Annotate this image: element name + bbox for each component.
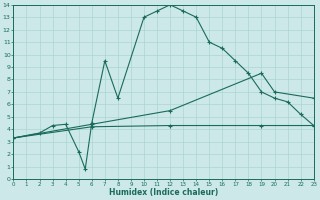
X-axis label: Humidex (Indice chaleur): Humidex (Indice chaleur) — [109, 188, 218, 197]
